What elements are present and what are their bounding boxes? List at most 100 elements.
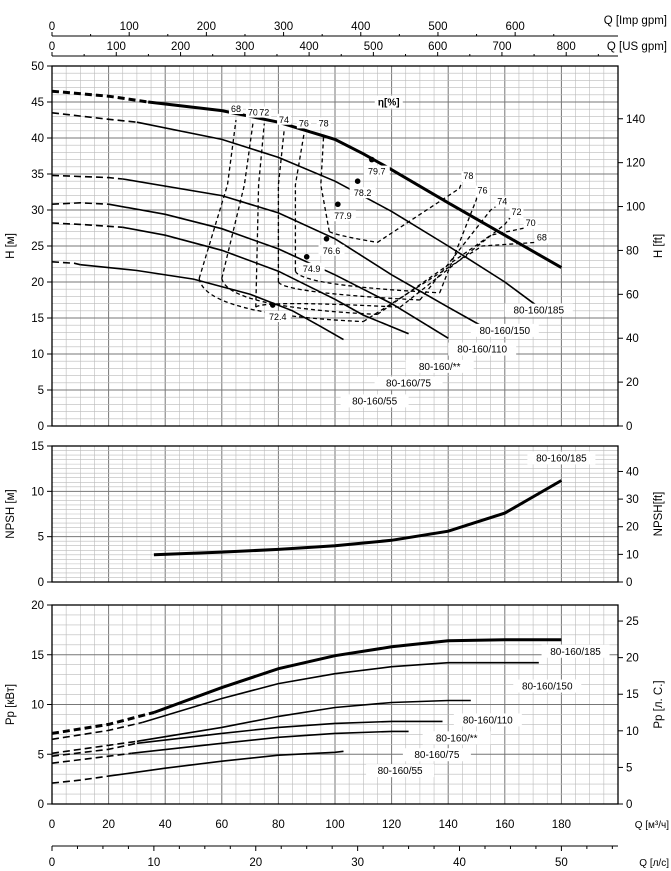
eff-label-bg	[228, 103, 243, 114]
panel-frame	[51, 445, 619, 583]
y-right-tick-label: 60	[626, 289, 639, 301]
eff-label-bg	[277, 113, 292, 125]
y-tick-label: 45	[31, 97, 44, 109]
series-label-power-80-160/55: 80-160/55	[378, 766, 423, 777]
y-tick-label: 0	[38, 799, 44, 811]
series-label-bg	[366, 764, 435, 778]
curve-80-160/55	[108, 750, 344, 777]
series-label-bg	[453, 713, 522, 727]
eff-contour-left-68	[198, 119, 237, 279]
y-tick-label: 10	[31, 349, 44, 361]
curve-80-160/**	[108, 203, 449, 339]
bottom-axis-tick-label: 40	[159, 819, 172, 831]
bep-label-bg	[349, 187, 376, 199]
y-tick-label: 20	[31, 277, 44, 289]
eff-label-right-72: 72	[511, 207, 521, 217]
series-label-bg	[470, 323, 539, 337]
y-axis-title: H [м]	[5, 233, 17, 259]
bottom-axis-ls: 0 10 20 30 40 50 Q [л/с]	[49, 845, 669, 869]
y-tick-label: 5	[38, 749, 44, 761]
bep-label: 79.7	[368, 167, 386, 177]
y-right-tick-label: 15	[626, 689, 639, 701]
y-tick-label: 40	[31, 133, 44, 145]
eff-contour-bottom-70	[221, 278, 378, 316]
eff-label-right-68: 68	[537, 232, 547, 242]
bottom-axis-title: Q [л/с]	[639, 858, 669, 869]
y-tick-label: 10	[31, 486, 44, 498]
eff-contour-bottom-72	[255, 302, 401, 308]
y-right-tick-label: 10	[626, 726, 639, 738]
bottom-axis-tick-label: 40	[453, 857, 466, 869]
y-tick-label: 20	[31, 600, 44, 612]
bottom-axis-m3h: 0 20 40 60 80 100 120 140 160 180 Q [м³/ч]	[49, 819, 669, 831]
top-axis-tick-label: 100	[107, 41, 126, 53]
bep-point	[368, 156, 375, 163]
series-label-bg	[402, 748, 471, 762]
curve-80-160/**	[136, 720, 443, 745]
panel-head: 0 5 10 15 20 25 30 35 40 45 50 0 20 40 60 80 100 120 140 H …	[5, 61, 665, 433]
eff-label-right-76: 76	[477, 186, 487, 196]
eff-contour-bottom-74	[277, 281, 420, 301]
bottom-axis-tick-label: 20	[102, 819, 115, 831]
bottom-axis-tick-label: 80	[272, 819, 285, 831]
y-right-axis-title: NPSH[ft]	[653, 492, 665, 537]
y-tick-label: 15	[31, 441, 44, 453]
eff-label-top-70: 70	[248, 108, 258, 118]
top-axis-tick-label: 700	[492, 41, 511, 53]
bottom-axis-tick-label: 100	[325, 819, 344, 831]
series-label-head-80-160/110: 80-160/110	[457, 345, 507, 356]
eff-contour-right-74	[419, 205, 497, 301]
curve-80-160/150	[142, 661, 539, 724]
eff-label-bg	[296, 117, 311, 129]
y-axis-title: Pp [кВт]	[5, 684, 17, 725]
curve-dashed-80-160/150	[51, 721, 143, 741]
bottom-axis-title: Q [м³/ч]	[635, 820, 670, 831]
bottom-axis-tick-label: 50	[555, 857, 568, 869]
y-right-tick-label: 100	[626, 202, 645, 214]
curve-80-160/185	[153, 479, 563, 557]
y-tick-label: 35	[31, 169, 44, 181]
series-label-bg	[513, 679, 582, 693]
eff-label-top-72: 72	[259, 108, 269, 118]
curve-dashed-80-160/75	[51, 222, 123, 229]
curve-80-160/110	[122, 178, 492, 332]
y-right-axis-title: H [ft]	[653, 234, 665, 258]
curve-dashed-80-160/55	[51, 261, 81, 266]
y-tick-label: 10	[31, 700, 44, 712]
top-axis-tick-label: 0	[49, 41, 55, 53]
bottom-axis-tick-label: 120	[382, 819, 401, 831]
bep-label-bg	[298, 262, 325, 274]
series-label-npsh: 80-160/185	[536, 453, 587, 464]
y-right-tick-label: 30	[626, 494, 639, 506]
efficiency-axis-label: η[%]	[378, 98, 400, 109]
panel-power: 0 5 10 15 20 0 5 10 15 20 25 Pp [кВт] Pp [л. С.] 80-1…	[5, 600, 665, 811]
bottom-axis-tick-label: 0	[49, 819, 55, 831]
top-axis-tick-label: 800	[557, 41, 576, 53]
series-label-power-80-160/110: 80-160/110	[463, 715, 513, 726]
curve-dashed-80-160/**	[51, 201, 109, 205]
eff-label-top-68: 68	[231, 104, 241, 114]
bep-label: 77.9	[334, 211, 352, 221]
bottom-axis-tick-label: 140	[439, 819, 458, 831]
curve-80-160/185	[153, 638, 562, 714]
y-right-axis-title: Pp [л. С.]	[653, 680, 665, 728]
y-right-tick-label: 20	[626, 522, 639, 534]
eff-label-bg	[257, 106, 272, 118]
efficiency-contours: 686870707272747476767878η[%]79.778.277.9…	[198, 95, 573, 408]
bep-label: 74.9	[303, 264, 321, 274]
y-right-tick-label: 20	[626, 377, 639, 389]
top-axis-tick-label: 600	[428, 41, 447, 53]
series-label-bg	[405, 359, 474, 373]
eff-label-bg	[461, 171, 476, 183]
eff-label-top-74: 74	[279, 115, 289, 125]
top-axis-tick-label: 200	[197, 21, 216, 33]
top-axis-us: 0 100 200 300 400 500 600 700 800 Q [US gpm]	[49, 41, 667, 57]
y-tick-label: 15	[31, 650, 44, 662]
top-axis-tick-label: 200	[171, 41, 190, 53]
y-tick-label: 25	[31, 241, 44, 253]
y-right-tick-label: 5	[626, 762, 632, 774]
series-label-power-80-160/185: 80-160/185	[550, 647, 601, 658]
panel-npsh: 0 5 10 15 0 10 20 30 40 NPSH [м] NPSH[ft] 80-160/18…	[5, 441, 665, 589]
series-label-head-80-160/150: 80-160/150	[479, 326, 530, 337]
series-label-head-80-160/185: 80-160/185	[513, 306, 564, 317]
